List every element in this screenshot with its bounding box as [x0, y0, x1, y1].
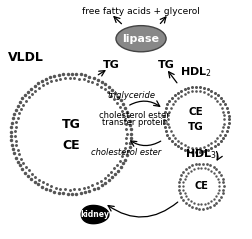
- Text: TG: TG: [103, 60, 119, 70]
- Text: triglyceride: triglyceride: [107, 91, 155, 100]
- Text: cholesterol ester: cholesterol ester: [99, 111, 170, 120]
- Polygon shape: [81, 205, 109, 224]
- Text: cholesterol ester: cholesterol ester: [91, 148, 161, 157]
- Text: TG: TG: [61, 118, 80, 131]
- Text: VLDL: VLDL: [8, 51, 44, 64]
- Text: HDL$_2$: HDL$_2$: [180, 65, 212, 79]
- Text: CE: CE: [189, 107, 204, 117]
- Ellipse shape: [116, 26, 166, 52]
- Text: transfer protein: transfer protein: [102, 118, 168, 127]
- Text: TG: TG: [158, 60, 175, 70]
- Text: TG: TG: [188, 122, 204, 132]
- Text: HDL$_3$: HDL$_3$: [185, 147, 217, 161]
- Text: free fatty acids + glycerol: free fatty acids + glycerol: [82, 7, 200, 16]
- Text: CE: CE: [194, 181, 208, 191]
- Text: kidney: kidney: [80, 210, 109, 219]
- Text: CE: CE: [62, 139, 80, 152]
- Text: lipase: lipase: [122, 34, 160, 44]
